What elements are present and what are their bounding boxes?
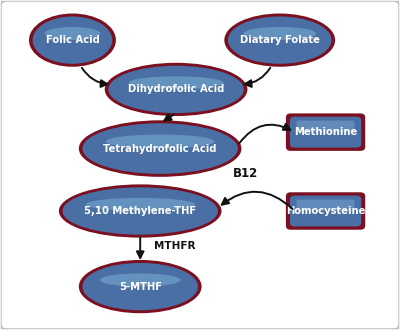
Ellipse shape <box>108 66 244 113</box>
Ellipse shape <box>32 16 112 64</box>
Ellipse shape <box>79 260 202 313</box>
Text: Diatary Folate: Diatary Folate <box>240 35 320 45</box>
Text: 5,10 Methylene-THF: 5,10 Methylene-THF <box>84 206 196 216</box>
Ellipse shape <box>86 198 195 211</box>
Text: Tetrahydrofolic Acid: Tetrahydrofolic Acid <box>103 144 217 153</box>
Ellipse shape <box>44 27 100 40</box>
Text: 5-MTHF: 5-MTHF <box>119 281 162 292</box>
Ellipse shape <box>106 135 214 148</box>
Ellipse shape <box>100 274 181 286</box>
Text: Folic Acid: Folic Acid <box>46 35 99 45</box>
FancyBboxPatch shape <box>286 114 365 151</box>
Ellipse shape <box>82 123 238 174</box>
Text: Dihydrofolic Acid: Dihydrofolic Acid <box>128 84 224 94</box>
Text: MTHFR: MTHFR <box>154 241 196 250</box>
Text: Methionine: Methionine <box>294 127 357 137</box>
Ellipse shape <box>224 14 335 67</box>
FancyBboxPatch shape <box>290 117 361 148</box>
FancyBboxPatch shape <box>297 200 354 211</box>
Ellipse shape <box>62 187 218 235</box>
FancyBboxPatch shape <box>290 196 361 226</box>
FancyBboxPatch shape <box>297 121 354 132</box>
Ellipse shape <box>244 27 316 40</box>
Text: Homocysteine: Homocysteine <box>286 206 365 216</box>
Ellipse shape <box>228 16 332 64</box>
FancyBboxPatch shape <box>286 192 365 230</box>
Text: B12: B12 <box>233 167 258 180</box>
Ellipse shape <box>79 120 242 177</box>
Ellipse shape <box>129 76 224 89</box>
Ellipse shape <box>82 263 198 310</box>
Ellipse shape <box>59 184 222 238</box>
Ellipse shape <box>105 63 248 116</box>
Ellipse shape <box>29 14 116 67</box>
